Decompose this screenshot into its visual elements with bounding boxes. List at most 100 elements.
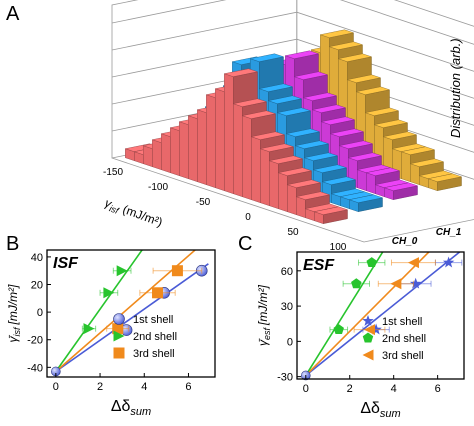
y-axis-label: γ̄isf[mJ/m²] xyxy=(6,284,22,343)
fit-line xyxy=(55,263,209,373)
square-marker xyxy=(171,265,183,277)
bar-front-face xyxy=(278,172,288,212)
square-marker xyxy=(152,287,164,299)
y-tick-label: 0 xyxy=(37,307,43,319)
bar-front-face xyxy=(242,115,252,200)
fit-lines xyxy=(305,252,461,377)
z-gridline xyxy=(111,38,474,99)
bar-top-face xyxy=(232,98,268,107)
bar-top-face xyxy=(311,104,347,113)
bar-front-face xyxy=(179,121,189,179)
panel-a-xlabel-main: γ xyxy=(103,196,114,212)
x-tick-label: 6 xyxy=(435,383,441,395)
triangle-left-marker xyxy=(362,349,374,361)
bar-front-face xyxy=(197,109,207,185)
triangle-left-marker xyxy=(390,278,402,290)
bar-top-face xyxy=(319,29,355,38)
bar-front-face xyxy=(224,73,234,194)
x-tick-label: 100 xyxy=(330,242,347,253)
histogram-bar xyxy=(348,194,384,212)
star-marker xyxy=(370,323,382,335)
bar-top-face xyxy=(329,128,365,137)
bar-top-face xyxy=(337,53,373,62)
y-tick-label: -30 xyxy=(277,372,293,384)
y-tick-label: 30 xyxy=(281,301,293,313)
legend: 1st shell 2nd shell 3rd shell xyxy=(113,313,177,360)
fit-line xyxy=(305,252,384,376)
bar-top-face xyxy=(295,191,331,200)
x-tick-label: -100 xyxy=(148,182,168,193)
square-marker xyxy=(112,323,124,335)
bar-top-face xyxy=(373,119,409,128)
y-axis-label-sub: isf xyxy=(12,326,22,336)
triangle-right-marker xyxy=(113,330,125,342)
legend-entry: 2nd shell xyxy=(382,333,426,345)
bar-front-face xyxy=(215,88,225,191)
z-gridline xyxy=(111,11,474,72)
star-marker xyxy=(362,314,374,326)
bar-front-face xyxy=(206,94,216,188)
legend-entry: 3rd shell xyxy=(133,348,175,360)
bar-top-face xyxy=(347,152,383,161)
x-tick-label: 50 xyxy=(287,227,299,238)
bar-top-face xyxy=(312,164,348,173)
panel-a-series-labels: CH_FCH_2CH_1CH_0 xyxy=(392,227,462,247)
x-tick-label: -150 xyxy=(103,167,123,178)
bar-front-face xyxy=(143,145,153,167)
triangle-right-marker xyxy=(103,287,115,299)
bar-top-face xyxy=(277,167,313,176)
y-axis-label: γ̄esf[mJ/m²] xyxy=(256,284,272,346)
plot-frame xyxy=(296,251,465,380)
pentagon-marker xyxy=(366,257,377,268)
bar-top-face xyxy=(346,74,382,83)
x-tick-label: 2 xyxy=(97,381,103,393)
panel-c-plot-area: 0 2 4 6 -30 0 30 60 ESF Δδsum γ̄esf[mJ/m²] 1st shel… xyxy=(256,251,465,420)
x-tick-label: 0 xyxy=(303,383,309,395)
x-tick-label: 2 xyxy=(347,383,353,395)
fit-line xyxy=(305,252,461,377)
bar-top-face xyxy=(302,92,338,101)
triangle-right-marker xyxy=(116,265,128,277)
square-marker xyxy=(113,347,125,359)
x-axis: 0 2 4 6 xyxy=(53,373,192,393)
bar-top-face xyxy=(365,167,401,176)
bar-top-face xyxy=(303,152,339,161)
y-tick-label: -40 xyxy=(27,362,43,374)
y-axis-label-unit: [mJ/m²] xyxy=(256,284,270,326)
panel-a-z-axis-label: Distribution (arb.) xyxy=(448,38,463,138)
legend-entry: 3rd shell xyxy=(382,350,424,362)
bar-top-face xyxy=(313,206,349,215)
bar-front-face xyxy=(366,172,376,194)
bar-front-face xyxy=(401,151,411,182)
bar-front-face xyxy=(296,196,306,218)
x-axis-label: Δδsum xyxy=(111,398,151,418)
z-gridline xyxy=(111,0,474,45)
bar-series-ch-0 xyxy=(124,68,349,224)
x-tick-label: 4 xyxy=(141,381,147,393)
circle-marker xyxy=(113,313,125,325)
bar-top-face xyxy=(400,146,436,155)
panel-a-x-axis-label: γisf(mJ/m²) xyxy=(102,196,164,232)
y-tick-label: 40 xyxy=(31,252,43,264)
x-axis-label-sub: sum xyxy=(380,408,401,420)
series-label: CH_1 xyxy=(436,227,462,238)
bar-front-face xyxy=(269,160,279,209)
pentagon-marker xyxy=(333,324,344,335)
star-marker xyxy=(442,256,455,268)
x-tick-label: -50 xyxy=(196,197,211,208)
bar-top-face xyxy=(427,173,463,182)
x-tick-label: 6 xyxy=(185,381,191,393)
panel-a-bars xyxy=(124,29,463,224)
bar-top-face xyxy=(267,95,303,104)
x-axis: 0 2 4 6 xyxy=(303,375,441,395)
legend-entry: 1st shell xyxy=(382,316,422,328)
y-tick-label: 20 xyxy=(31,280,43,292)
histogram-bar xyxy=(313,206,349,224)
bar-top-face xyxy=(241,110,277,119)
x-axis-label: Δδsum xyxy=(360,400,400,420)
panel-a-box-frame xyxy=(111,0,474,243)
bar-front-face xyxy=(410,163,420,185)
bar-top-face xyxy=(249,53,285,62)
triangle-left-marker xyxy=(407,257,419,269)
